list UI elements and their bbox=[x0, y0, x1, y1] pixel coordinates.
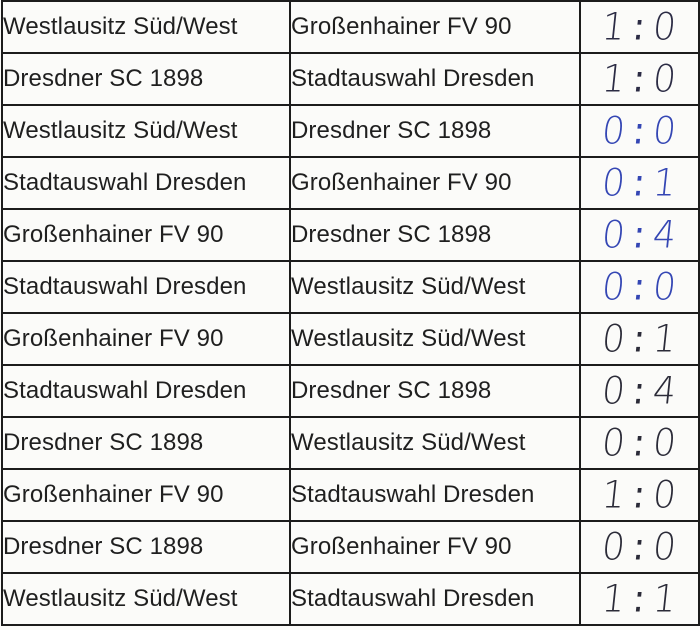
match-row: Stadtauswahl Dresden Dresdner SC 1898 0:… bbox=[1, 364, 700, 418]
match-row: Dresdner SC 1898 Stadtauswahl Dresden 1:… bbox=[1, 52, 700, 106]
away-goals: 4 bbox=[650, 369, 680, 413]
home-goals: 1 bbox=[599, 473, 629, 517]
away-goals: 1 bbox=[650, 577, 680, 621]
match-row: Westlausitz Süd/West Dresdner SC 1898 0:… bbox=[1, 104, 700, 158]
match-row: Großenhainer FV 90 Dresdner SC 1898 0:4 bbox=[1, 208, 700, 262]
handwritten-score: 0:4 bbox=[579, 364, 700, 418]
home-goals: 0 bbox=[599, 317, 629, 361]
away-team: Westlausitz Süd/West bbox=[289, 260, 581, 314]
home-goals: 0 bbox=[599, 213, 629, 257]
handwritten-score: 0:0 bbox=[579, 104, 700, 158]
away-goals: 0 bbox=[650, 57, 680, 101]
away-team: Stadtauswahl Dresden bbox=[289, 52, 581, 106]
home-goals: 0 bbox=[599, 421, 629, 465]
handwritten-score: 0:0 bbox=[579, 416, 700, 470]
home-goals: 1 bbox=[599, 57, 629, 101]
away-team: Großenhainer FV 90 bbox=[289, 0, 581, 54]
away-goals: 0 bbox=[650, 265, 680, 309]
handwritten-score: 1:1 bbox=[579, 572, 700, 626]
match-row: Dresdner SC 1898 Westlausitz Süd/West 0:… bbox=[1, 416, 700, 470]
home-team: Stadtauswahl Dresden bbox=[1, 260, 291, 314]
handwritten-score: 0:4 bbox=[579, 208, 700, 262]
handwritten-score: 1:0 bbox=[579, 52, 700, 106]
away-goals: 0 bbox=[650, 421, 680, 465]
away-goals: 1 bbox=[650, 317, 680, 361]
handwritten-score: 0:0 bbox=[579, 260, 700, 314]
away-team: Dresdner SC 1898 bbox=[289, 104, 581, 158]
home-goals: 0 bbox=[599, 265, 629, 309]
home-goals: 0 bbox=[599, 161, 629, 205]
home-goals: 0 bbox=[599, 525, 629, 569]
away-team: Dresdner SC 1898 bbox=[289, 208, 581, 262]
away-goals: 4 bbox=[650, 213, 680, 257]
away-team: Großenhainer FV 90 bbox=[289, 520, 581, 574]
match-row: Westlausitz Süd/West Großenhainer FV 90 … bbox=[1, 0, 700, 54]
handwritten-score: 0:1 bbox=[579, 312, 700, 366]
match-row: Stadtauswahl Dresden Westlausitz Süd/Wes… bbox=[1, 260, 700, 314]
match-row: Großenhainer FV 90 Stadtauswahl Dresden … bbox=[1, 468, 700, 522]
away-team: Stadtauswahl Dresden bbox=[289, 572, 581, 626]
away-team: Großenhainer FV 90 bbox=[289, 156, 581, 210]
handwritten-score: 0:0 bbox=[579, 520, 700, 574]
home-team: Großenhainer FV 90 bbox=[1, 208, 291, 262]
away-goals: 0 bbox=[650, 525, 680, 569]
home-team: Großenhainer FV 90 bbox=[1, 312, 291, 366]
home-team: Stadtauswahl Dresden bbox=[1, 156, 291, 210]
away-goals: 0 bbox=[650, 5, 680, 49]
match-row: Westlausitz Süd/West Stadtauswahl Dresde… bbox=[1, 572, 700, 626]
match-row: Großenhainer FV 90 Westlausitz Süd/West … bbox=[1, 312, 700, 366]
away-goals: 0 bbox=[650, 109, 680, 153]
home-team: Dresdner SC 1898 bbox=[1, 520, 291, 574]
away-team: Westlausitz Süd/West bbox=[289, 416, 581, 470]
away-team: Stadtauswahl Dresden bbox=[289, 468, 581, 522]
home-team: Westlausitz Süd/West bbox=[1, 104, 291, 158]
away-team: Dresdner SC 1898 bbox=[289, 364, 581, 418]
home-goals: 1 bbox=[599, 577, 629, 621]
home-goals: 1 bbox=[599, 5, 629, 49]
home-team: Großenhainer FV 90 bbox=[1, 468, 291, 522]
handwritten-score: 0:1 bbox=[579, 156, 700, 210]
home-goals: 0 bbox=[599, 369, 629, 413]
match-row: Dresdner SC 1898 Großenhainer FV 90 0:0 bbox=[1, 520, 700, 574]
away-goals: 0 bbox=[650, 473, 680, 517]
home-goals: 0 bbox=[599, 109, 629, 153]
handwritten-score: 1:0 bbox=[579, 0, 700, 54]
handwritten-score: 1:0 bbox=[579, 468, 700, 522]
home-team: Westlausitz Süd/West bbox=[1, 572, 291, 626]
home-team: Dresdner SC 1898 bbox=[1, 416, 291, 470]
match-row: Stadtauswahl Dresden Großenhainer FV 90 … bbox=[1, 156, 700, 210]
away-goals: 1 bbox=[650, 161, 680, 205]
home-team: Stadtauswahl Dresden bbox=[1, 364, 291, 418]
home-team: Dresdner SC 1898 bbox=[1, 52, 291, 106]
away-team: Westlausitz Süd/West bbox=[289, 312, 581, 366]
home-team: Westlausitz Süd/West bbox=[1, 0, 291, 54]
